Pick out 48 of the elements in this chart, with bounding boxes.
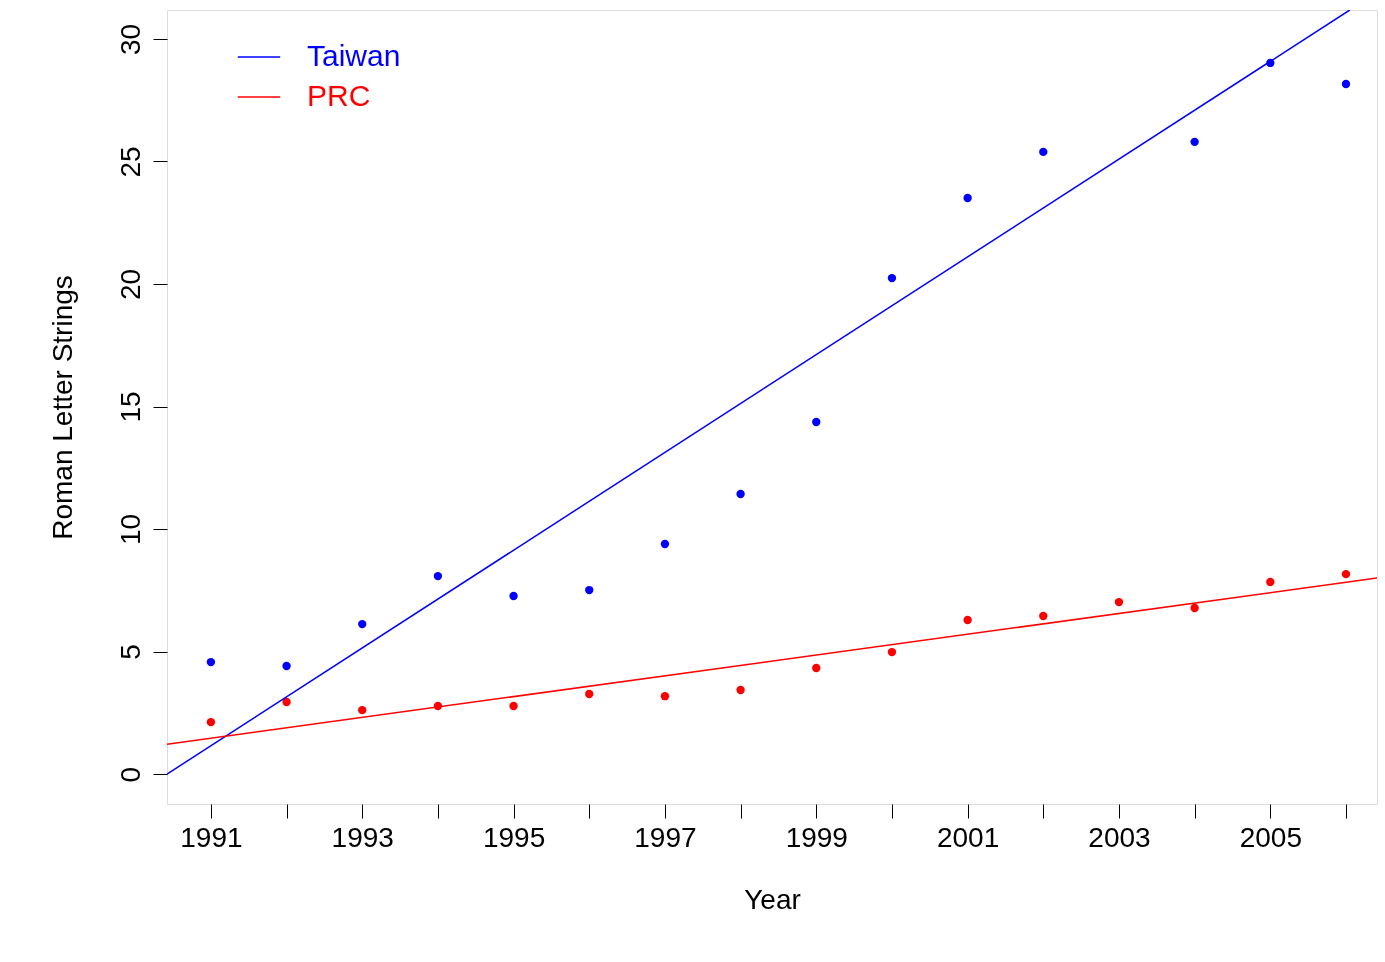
point (509, 591, 518, 601)
x-tick-label: 1995 (482, 821, 546, 853)
x-tick-label: 2001 (936, 821, 1000, 853)
point (1190, 137, 1199, 147)
point (1266, 577, 1275, 587)
point (736, 489, 745, 499)
point (660, 539, 670, 549)
point (887, 273, 897, 283)
point (812, 663, 821, 673)
point (1190, 603, 1199, 613)
point (963, 615, 972, 625)
point (509, 701, 518, 711)
point (433, 571, 443, 581)
y-tick-label: 15 (114, 391, 146, 423)
point (206, 717, 216, 727)
point (963, 193, 972, 203)
legend-label: Taiwan (307, 39, 401, 72)
y-tick-label: 30 (114, 23, 146, 55)
point (736, 685, 745, 695)
point (358, 619, 367, 629)
y-tick-label: 5 (114, 644, 146, 660)
x-axis-title: Year (744, 883, 801, 915)
x-tick-label: 1997 (634, 821, 697, 853)
point (585, 689, 594, 699)
point (282, 661, 291, 671)
point (1341, 569, 1351, 579)
legend-label: PRC (307, 79, 371, 112)
y-tick-label: 10 (114, 513, 146, 546)
point (585, 585, 594, 595)
point (206, 657, 216, 667)
x-tick-label: 1999 (785, 821, 848, 853)
x-tick-label: 1993 (331, 821, 394, 853)
point (1039, 611, 1048, 621)
y-axis-title: Roman Letter Strings (46, 275, 78, 540)
x-tick-label: 1991 (180, 821, 243, 853)
y-tick-label: 20 (114, 268, 146, 301)
point (1114, 597, 1124, 607)
y-tick-label: 25 (114, 146, 146, 178)
y-tick-label: 0 (114, 766, 146, 783)
point (1039, 147, 1048, 157)
point (887, 647, 897, 657)
point (660, 692, 670, 701)
point (1341, 79, 1351, 89)
x-tick-label: 2005 (1239, 821, 1302, 853)
point (812, 417, 821, 427)
point (282, 697, 291, 707)
point (358, 705, 367, 715)
x-tick-label: 2003 (1088, 821, 1151, 853)
